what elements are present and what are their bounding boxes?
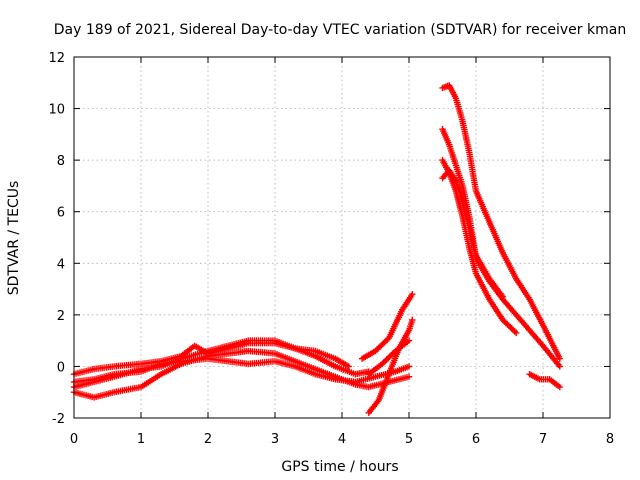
marker-trail [526, 371, 563, 391]
y-tick-label: -2 [52, 412, 65, 427]
y-tick-label: 8 [57, 154, 65, 169]
series-rise-3 [365, 337, 413, 378]
x-tick-label: 2 [204, 432, 212, 447]
y-tick-label: 6 [57, 206, 65, 221]
series-tail [526, 371, 563, 391]
y-tick-label: 4 [57, 257, 65, 272]
series-fall-1 [439, 82, 563, 362]
x-axis-label: GPS time / hours [281, 459, 398, 475]
marker-trail [439, 156, 520, 337]
marker-trail [439, 167, 506, 300]
y-axis-label: SDTVAR / TECUs [6, 181, 22, 296]
x-tick-label: 6 [472, 432, 480, 447]
y-tick-label: 2 [57, 309, 65, 324]
x-tick-label: 0 [70, 432, 78, 447]
x-tick-label: 8 [606, 432, 614, 447]
data-marks [70, 82, 563, 416]
grid-lines [74, 57, 610, 418]
x-tick-label: 4 [338, 432, 346, 447]
chart-title: Day 189 of 2021, Sidereal Day-to-day VTE… [54, 22, 626, 38]
x-tick-label: 3 [271, 432, 279, 447]
series-fall-4 [439, 167, 506, 300]
marker-trail [365, 337, 413, 378]
marker-trail [439, 82, 563, 362]
x-tick-label: 5 [405, 432, 413, 447]
marker-trail [358, 291, 416, 362]
y-tick-label: 12 [48, 51, 65, 66]
series-fall-3 [439, 156, 520, 337]
y-tick-label: 0 [57, 360, 65, 375]
y-tick-label: 10 [48, 103, 65, 118]
series-rise-1 [358, 291, 416, 362]
x-tick-label: 7 [539, 432, 547, 447]
x-tick-label: 1 [137, 432, 145, 447]
